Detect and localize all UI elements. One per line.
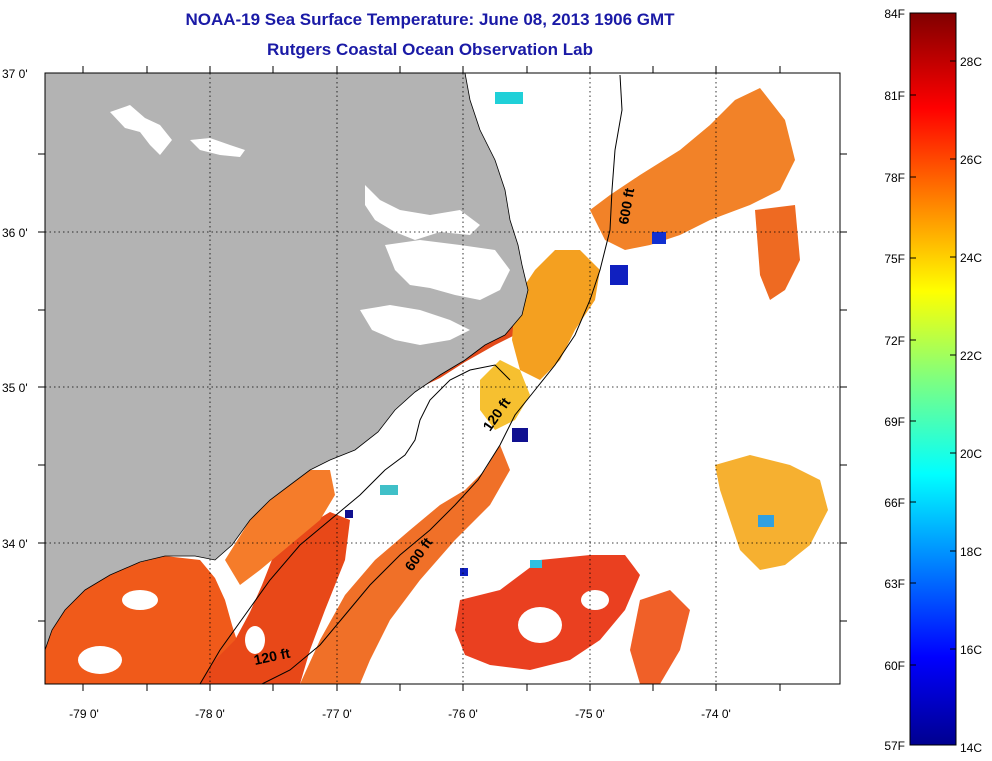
sst-cold-spots (345, 92, 774, 576)
colorbar-label-f: 60F (884, 659, 905, 673)
lon-label: -74 0' (701, 707, 731, 721)
lat-label: 35 0' (2, 381, 28, 395)
lon-label: -79 0' (69, 707, 99, 721)
cold-spot (652, 232, 666, 244)
sst-field-east-warm (715, 455, 828, 570)
lat-label: 36 0' (2, 226, 28, 240)
sst-field-southeast (630, 590, 690, 684)
contour-label-120ft-south: 120 ft (252, 645, 291, 668)
colorbar-ticks-c (950, 60, 956, 650)
colorbar: 84F 81F 78F 75F 72F 69F 66F 63F 60F 57F … (884, 7, 982, 755)
colorbar-label-f: 84F (884, 7, 905, 21)
map-title: NOAA-19 Sea Surface Temperature: June 08… (185, 10, 675, 29)
sst-field-northeast-patch (755, 205, 800, 300)
cold-spot (512, 428, 528, 442)
colorbar-label-c: 26C (960, 153, 982, 167)
sst-field-gulfstream-north (590, 88, 795, 250)
map-subtitle: Rutgers Coastal Ocean Observation Lab (267, 40, 593, 59)
colorbar-label-f: 72F (884, 334, 905, 348)
sst-field-nearshore-south (200, 512, 350, 684)
map-frame (44, 72, 841, 685)
cold-spot (610, 265, 628, 285)
colorbar-label-c: 14C (960, 741, 982, 755)
lon-label: -77 0' (322, 707, 352, 721)
cold-spot (758, 515, 774, 527)
sst-field-hatteras (512, 250, 600, 380)
lon-label: -78 0' (195, 707, 225, 721)
sst-field-onslow (225, 470, 335, 585)
isobath-600ft (261, 74, 623, 684)
colorbar-label-c: 22C (960, 349, 982, 363)
colorbar-label-f: 69F (884, 415, 905, 429)
lon-label: -75 0' (575, 707, 605, 721)
cold-spot (460, 568, 468, 576)
sst-field-shelf-south (300, 445, 510, 684)
inland-water (110, 105, 510, 345)
contour-label-600ft-north: 600 ft (615, 186, 637, 225)
colorbar-gradient (909, 12, 957, 746)
colorbar-label-f: 63F (884, 577, 905, 591)
cold-spot (530, 560, 542, 568)
cloud-gaps (78, 590, 609, 674)
colorbar-label-c: 24C (960, 251, 982, 265)
cold-spot (495, 92, 523, 104)
colorbar-label-c: 16C (960, 643, 982, 657)
colorbar-ticks-f (910, 12, 916, 666)
colorbar-label-c: 18C (960, 545, 982, 559)
colorbar-label-f: 75F (884, 252, 905, 266)
lon-label: -76 0' (448, 707, 478, 721)
cold-spot (345, 510, 353, 518)
colorbar-label-f: 81F (884, 89, 905, 103)
axis-ticks (38, 66, 847, 691)
isobath-120ft (199, 364, 511, 684)
cold-spot (380, 485, 398, 495)
colorbar-label-c: 20C (960, 447, 982, 461)
colorbar-label-f: 57F (884, 739, 905, 753)
colorbar-label-f: 78F (884, 171, 905, 185)
colorbar-label-f: 66F (884, 496, 905, 510)
colorbar-label-c: 28C (960, 55, 982, 69)
lat-label: 37 0' (2, 67, 28, 81)
lat-label: 34 0' (2, 537, 28, 551)
